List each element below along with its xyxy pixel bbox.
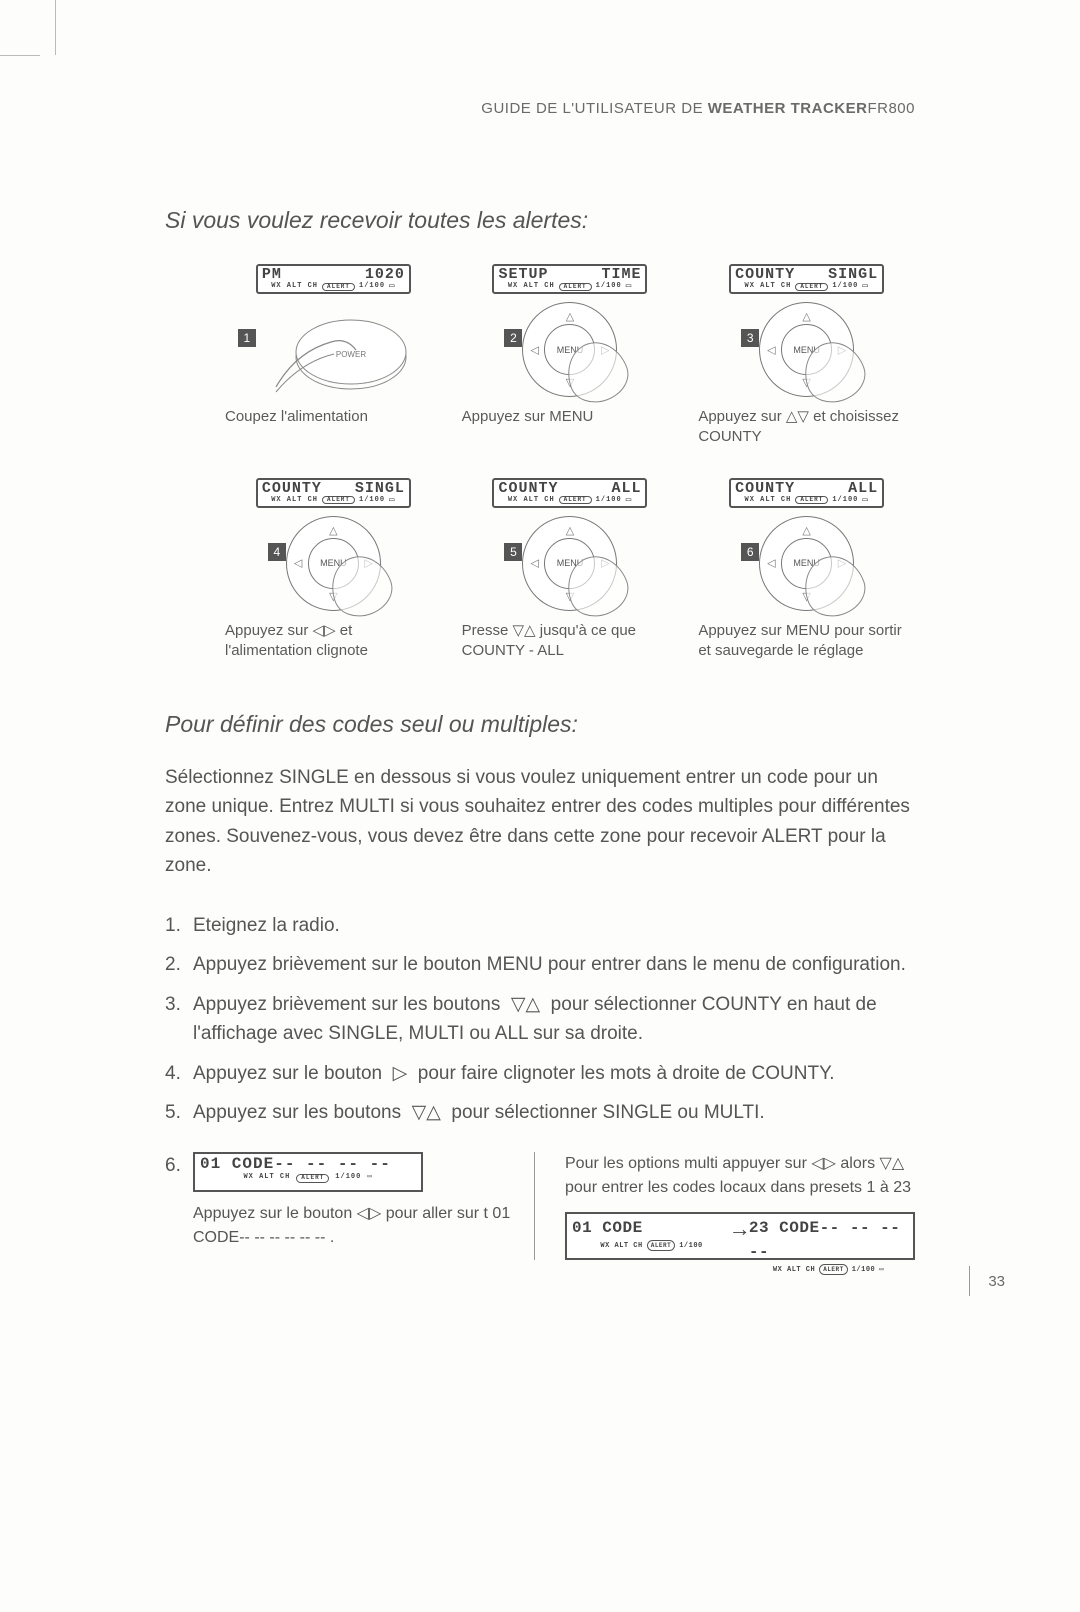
step-3: COUNTYSINGL WX ALT CHALERT1/100▭ 3 △▽ ◁▷ … [698, 264, 915, 448]
step-5: COUNTYALL WX ALT CHALERT1/100▭ 5 △▽ ◁▷ ME… [462, 478, 679, 662]
lcd-01code: 01 CODE-- -- -- -- WX ALT CHALERT1/100▭ [193, 1152, 423, 1192]
running-header: GUIDE DE L'UTILISATEUR DE WEATHER TRACKE… [165, 100, 915, 117]
page-content: GUIDE DE L'UTILISATEUR DE WEATHER TRACKE… [165, 100, 915, 1260]
steps-grid: PM1020 WX ALT CHALERT1/100▭ 1 POWER Coupe… [225, 264, 915, 661]
step-6: COUNTYALL WX ALT CHALERT1/100▭ 6 △▽ ◁▷ ME… [698, 478, 915, 662]
lcd-left-text: 01 CODE [572, 1216, 731, 1240]
list-item: 2.Appuyez brièvement sur le bouton MENU … [165, 950, 915, 979]
step-number-badge: 1 [238, 329, 256, 347]
step6-left: 6. 01 CODE-- -- -- -- WX ALT CHALERT1/10… [165, 1152, 535, 1260]
menu-dial: △▽ ◁▷ MENU [522, 516, 617, 611]
step-caption: Coupez l'alimentation [225, 407, 442, 427]
runhead-prefix: GUIDE DE L'UTILISATEUR DE [481, 100, 707, 117]
step6-left-caption: Appuyez sur le bouton ◁▷ pour aller sur … [193, 1202, 514, 1250]
step-number-badge: 5 [504, 543, 522, 561]
step-number-badge: 2 [504, 329, 522, 347]
step-number-badge: 4 [268, 543, 286, 561]
page-number: 33 [969, 1266, 1005, 1296]
menu-dial: △▽ ◁▷ MENU [522, 302, 617, 397]
runhead-model: FR800 [867, 100, 915, 117]
crop-mark-h [0, 55, 40, 56]
list-item: 1.Eteignez la radio. [165, 911, 915, 940]
lcd-display: PM1020 WX ALT CHALERT1/100▭ [256, 264, 411, 294]
step-caption: Appuyez sur △▽ et choisissez COUNTY [698, 407, 915, 448]
step-1: PM1020 WX ALT CHALERT1/100▭ 1 POWER Coupe… [225, 264, 442, 448]
lcd-display: COUNTYSINGL WX ALT CHALERT1/100▭ [729, 264, 884, 294]
lcd-right-text: 23 CODE-- -- -- -- [749, 1216, 908, 1264]
menu-dial: △▽ ◁▷ MENU [759, 516, 854, 611]
step6-right: Pour les options multi appuyer sur ◁▷ al… [565, 1152, 915, 1260]
lcd-display: SETUPTIME WX ALT CHALERT1/100▭ [492, 264, 647, 294]
section2-title: Pour définir des codes seul ou multiples… [165, 711, 578, 738]
lcd-multi-arrow: 01 CODE WX ALT CHALERT1/100 → 23 CODE-- … [565, 1212, 915, 1260]
step-4: COUNTYSINGL WX ALT CHALERT1/100▭ 4 △▽ ◁▷ … [225, 478, 442, 662]
runhead-product: WEATHER TRACKER [708, 100, 868, 117]
step6-right-text: Pour les options multi appuyer sur ◁▷ al… [565, 1152, 915, 1200]
lcd-display: COUNTYALL WX ALT CHALERT1/100▭ [729, 478, 884, 508]
list-item: 5.Appuyez sur les boutons ▽△ pour sélect… [165, 1098, 915, 1127]
arrow-icon: → [733, 1214, 747, 1247]
svg-text:POWER: POWER [336, 350, 366, 359]
list-item: 3.Appuyez brièvement sur les boutons ▽△ … [165, 990, 915, 1049]
step-number-badge: 3 [741, 329, 759, 347]
crop-mark-v [55, 0, 56, 55]
lcd-display: COUNTYSINGL WX ALT CHALERT1/100▭ [256, 478, 411, 508]
section1-title: Si vous voulez recevoir toutes les alert… [165, 207, 915, 234]
menu-dial: △▽ ◁▷ MENU [286, 516, 381, 611]
step-2: SETUPTIME WX ALT CHALERT1/100▭ 2 △▽ ◁▷ ME… [462, 264, 679, 448]
step-caption: Appuyez sur ◁▷ et l'alimentation clignot… [225, 621, 442, 662]
step-caption: Appuyez sur MENU pour sortir et sauvegar… [698, 621, 915, 662]
step-caption: Appuyez sur MENU [462, 407, 679, 427]
lcd-display: COUNTYALL WX ALT CHALERT1/100▭ [492, 478, 647, 508]
step6-split: 6. 01 CODE-- -- -- -- WX ALT CHALERT1/10… [165, 1152, 915, 1260]
step6-number: 6. [165, 1152, 183, 1260]
section2-intro: Sélectionnez SINGLE en dessous si vous v… [165, 763, 915, 881]
step-caption: Presse ▽△ jusqu'à ce que COUNTY - ALL [462, 621, 679, 662]
step-number-badge: 6 [741, 543, 759, 561]
menu-dial: △▽ ◁▷ MENU [759, 302, 854, 397]
instruction-list: 1.Eteignez la radio. 2.Appuyez brièvement… [165, 911, 915, 1128]
power-illustration: POWER [256, 302, 411, 397]
lcd-text: 01 CODE-- -- -- -- [200, 1156, 416, 1174]
list-item: 4.Appuyez sur le bouton ▷ pour faire cli… [165, 1059, 915, 1088]
